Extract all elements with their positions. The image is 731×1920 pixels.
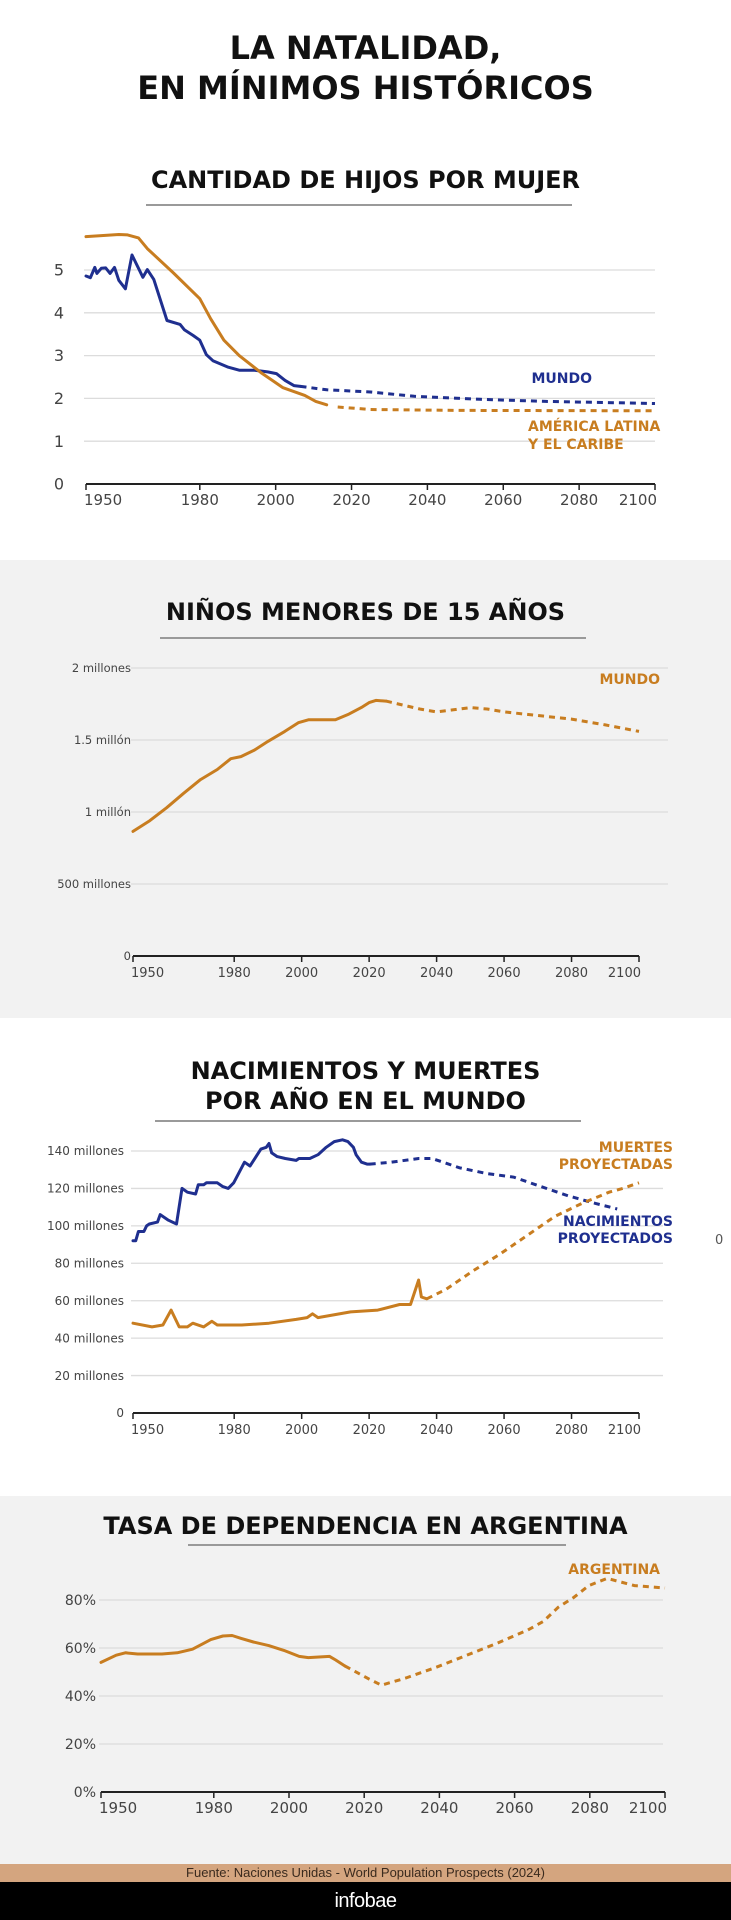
title-rule [155,1120,581,1122]
chart-title-dependency: TASA DE DEPENDENCIA EN ARGENTINA [103,1512,628,1540]
stray-label: 0 [715,1233,724,1248]
title-rule [146,204,572,206]
title-rule [160,637,586,639]
title-rule [188,1544,566,1546]
page-title-line-1: LA NATALIDAD, [229,29,502,67]
chart-title-children: NIÑOS MENORES DE 15 AÑOS [165,598,566,626]
source-note: Fuente: Naciones Unidas - World Populati… [0,1864,731,1882]
chart-title-line-2: POR AÑO EN EL MUNDO [205,1087,526,1115]
chart-title-births-deaths: NACIMIENTOS Y MUERTES POR AÑO EN EL MUND… [0,1056,731,1116]
section-dependency [0,1496,731,1864]
chart-title-line-1: NACIMIENTOS Y MUERTES [190,1057,541,1085]
page-title-line-2: EN MÍNIMOS HISTÓRICOS [137,69,594,107]
chart-title-fertility: CANTIDAD DE HIJOS POR MUJER [150,166,580,194]
page-title: LA NATALIDAD, EN MÍNIMOS HISTÓRICOS [0,28,731,108]
brand-logo: infobae [0,1882,731,1920]
section-children [0,560,731,1018]
